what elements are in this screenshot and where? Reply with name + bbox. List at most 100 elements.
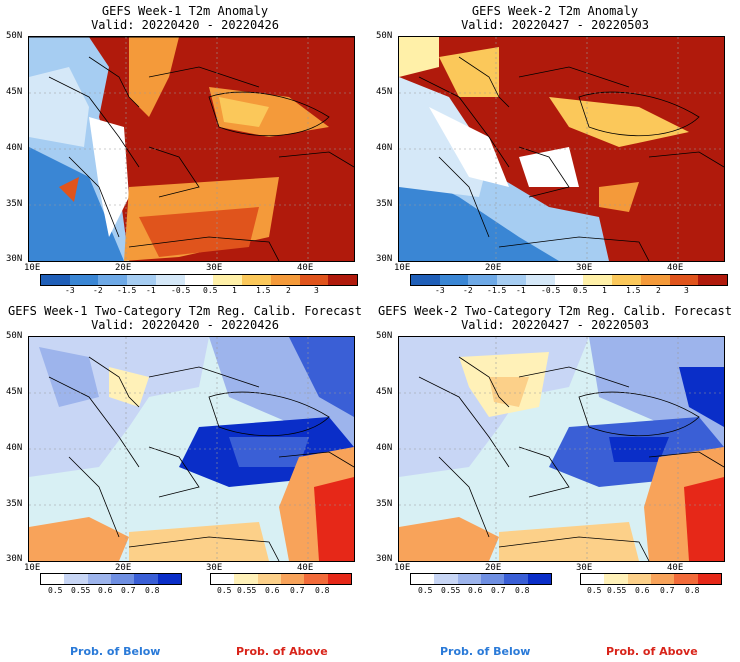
panel-title: GEFS Week-2 Two-Category T2m Reg. Calib.… bbox=[377, 304, 732, 318]
colorbar-label: 0.6 bbox=[468, 586, 483, 595]
lat-label: 50N bbox=[376, 31, 393, 41]
anomaly-map-week2 bbox=[398, 36, 725, 262]
colorbar-label: 2 bbox=[656, 286, 661, 295]
lat-label: 35N bbox=[376, 199, 393, 209]
colorbar-label: -1.5 bbox=[487, 286, 507, 295]
prob-below-label: Prob. of Below bbox=[70, 645, 161, 658]
colorbar-label: 1.5 bbox=[626, 286, 641, 295]
colorbar-label: 0.5 bbox=[217, 586, 232, 595]
lon-label: 30E bbox=[206, 563, 223, 573]
colorbar-label: 0.5 bbox=[573, 286, 588, 295]
lat-label: 30N bbox=[376, 254, 393, 264]
prob-below-colorbar bbox=[410, 573, 552, 585]
lon-label: 30E bbox=[206, 263, 223, 273]
panel-week2-probability: GEFS Week-2 Two-Category T2m Reg. Calib.… bbox=[370, 300, 740, 600]
colorbar-label: 0.8 bbox=[685, 586, 700, 595]
lat-label: 40N bbox=[6, 443, 23, 453]
lat-label: 45N bbox=[376, 387, 393, 397]
lon-label: 40E bbox=[297, 263, 314, 273]
colorbar-label: 0.6 bbox=[265, 586, 280, 595]
lat-label: 45N bbox=[6, 387, 23, 397]
anomaly-colorbar bbox=[410, 274, 728, 286]
panel-valid-dates: Valid: 20220427 - 20220503 bbox=[461, 318, 649, 332]
colorbar-label: 0.55 bbox=[71, 586, 91, 595]
lon-label: 20E bbox=[485, 263, 502, 273]
prob-above-colorbar bbox=[210, 573, 352, 585]
lon-label: 30E bbox=[576, 263, 593, 273]
colorbar-label: 0.8 bbox=[315, 586, 330, 595]
panel-week1-anomaly: GEFS Week-1 T2m Anomaly Valid: 20220420 … bbox=[0, 0, 370, 300]
colorbar-label: 0.7 bbox=[290, 586, 305, 595]
lat-label: 50N bbox=[6, 331, 23, 341]
prob-above-label: Prob. of Above bbox=[606, 645, 698, 658]
lon-label: 10E bbox=[24, 263, 41, 273]
colorbar-label: 0.55 bbox=[237, 586, 257, 595]
lat-label: 40N bbox=[6, 143, 23, 153]
lat-label: 50N bbox=[6, 31, 23, 41]
panel-week1-probability: GEFS Week-1 Two-Category T2m Reg. Calib.… bbox=[0, 300, 370, 600]
lat-label: 35N bbox=[6, 499, 23, 509]
lat-label: 30N bbox=[376, 554, 393, 564]
colorbar-label: 0.6 bbox=[635, 586, 650, 595]
colorbar-label: -1.5 bbox=[117, 286, 137, 295]
lon-label: 40E bbox=[667, 263, 684, 273]
panel-week2-anomaly: GEFS Week-2 T2m Anomaly Valid: 20220427 … bbox=[370, 0, 740, 300]
probability-map-week2 bbox=[398, 336, 725, 562]
lon-label: 10E bbox=[394, 563, 411, 573]
panel-title: GEFS Week-1 T2m Anomaly bbox=[101, 4, 269, 18]
colorbar-label: 0.8 bbox=[515, 586, 530, 595]
prob-below-colorbar bbox=[40, 573, 182, 585]
anomaly-map-week1 bbox=[28, 36, 355, 262]
panel-title: GEFS Week-2 T2m Anomaly bbox=[471, 4, 639, 18]
anomaly-colorbar bbox=[40, 274, 358, 286]
colorbar-label: 0.5 bbox=[587, 586, 602, 595]
lon-label: 40E bbox=[667, 563, 684, 573]
colorbar-label: -0.5 bbox=[541, 286, 561, 295]
colorbar-label: 0.5 bbox=[418, 586, 433, 595]
colorbar-label: 0.5 bbox=[203, 286, 218, 295]
colorbar-label: 0.8 bbox=[145, 586, 160, 595]
probability-map-week1 bbox=[28, 336, 355, 562]
lat-label: 35N bbox=[376, 499, 393, 509]
lon-label: 20E bbox=[115, 263, 132, 273]
lon-label: 10E bbox=[394, 263, 411, 273]
lon-label: 20E bbox=[485, 563, 502, 573]
colorbar-label: 0.7 bbox=[660, 586, 675, 595]
lat-label: 30N bbox=[6, 254, 23, 264]
lat-label: 40N bbox=[376, 443, 393, 453]
colorbar-label: 0.7 bbox=[121, 586, 136, 595]
prob-above-colorbar bbox=[580, 573, 722, 585]
prob-below-label: Prob. of Below bbox=[440, 645, 531, 658]
colorbar-label: 1 bbox=[232, 286, 237, 295]
colorbar-label: 0.55 bbox=[441, 586, 461, 595]
panel-title: GEFS Week-1 Two-Category T2m Reg. Calib.… bbox=[7, 304, 362, 318]
lon-label: 40E bbox=[297, 563, 314, 573]
colorbar-label: -2 bbox=[463, 286, 473, 295]
colorbar-label: 1.5 bbox=[256, 286, 271, 295]
lat-label: 30N bbox=[6, 554, 23, 564]
panel-valid-dates: Valid: 20220420 - 20220426 bbox=[91, 318, 279, 332]
colorbar-label: -1 bbox=[146, 286, 156, 295]
colorbar-label: 0.55 bbox=[607, 586, 627, 595]
colorbar-label: -0.5 bbox=[171, 286, 191, 295]
lat-label: 40N bbox=[376, 143, 393, 153]
prob-above-label: Prob. of Above bbox=[236, 645, 328, 658]
colorbar-label: -1 bbox=[516, 286, 526, 295]
colorbar-label: 3 bbox=[314, 286, 319, 295]
colorbar-label: -2 bbox=[93, 286, 103, 295]
panel-valid-dates: Valid: 20220427 - 20220503 bbox=[461, 18, 649, 32]
colorbar-label: 1 bbox=[602, 286, 607, 295]
lat-label: 45N bbox=[376, 87, 393, 97]
lat-label: 35N bbox=[6, 199, 23, 209]
lat-label: 50N bbox=[376, 331, 393, 341]
colorbar-label: -3 bbox=[435, 286, 445, 295]
lat-label: 45N bbox=[6, 87, 23, 97]
colorbar-label: 2 bbox=[286, 286, 291, 295]
colorbar-label: -3 bbox=[65, 286, 75, 295]
lon-label: 30E bbox=[576, 563, 593, 573]
colorbar-label: 3 bbox=[684, 286, 689, 295]
colorbar-label: 0.5 bbox=[48, 586, 63, 595]
lon-label: 10E bbox=[24, 563, 41, 573]
panel-valid-dates: Valid: 20220420 - 20220426 bbox=[91, 18, 279, 32]
colorbar-label: 0.7 bbox=[491, 586, 506, 595]
